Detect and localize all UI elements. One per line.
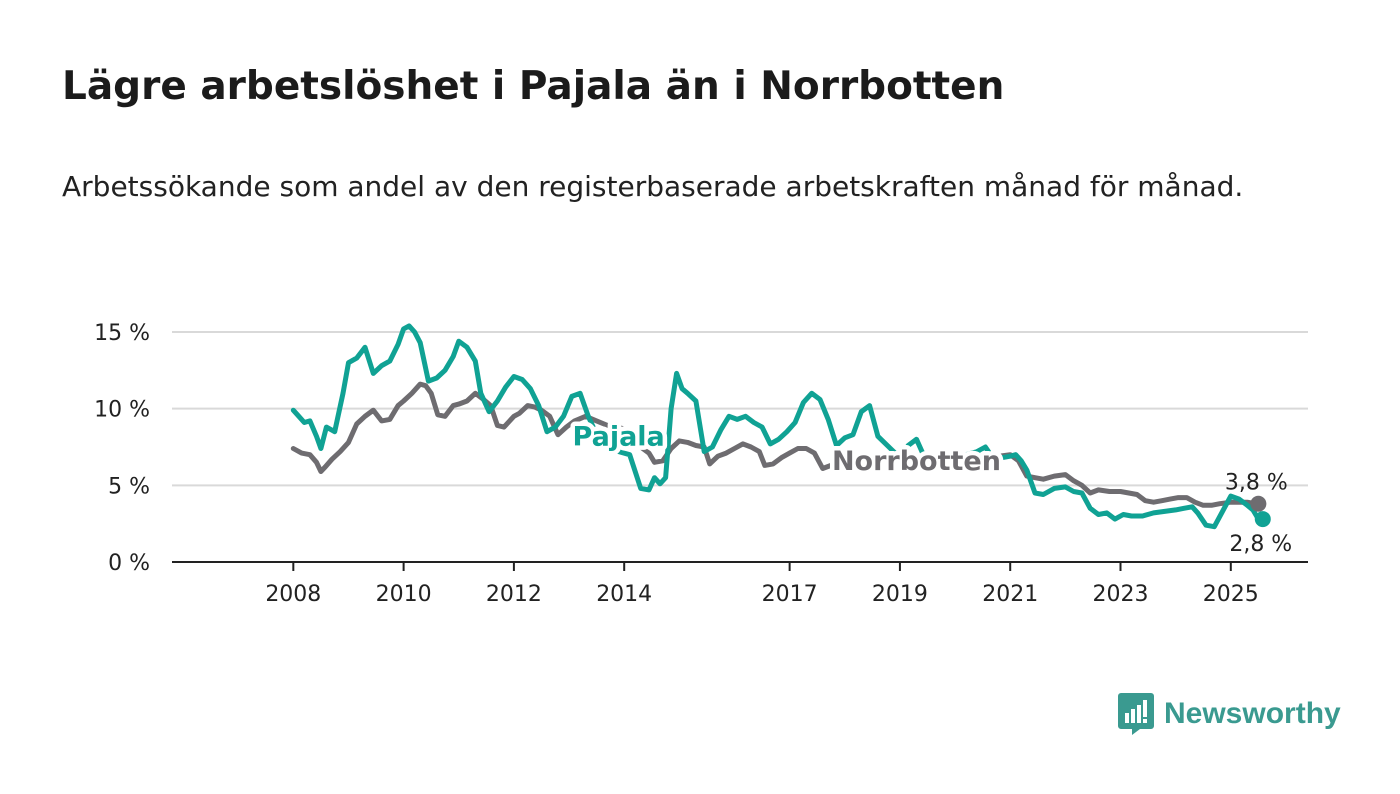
chart-title: Lägre arbetslöshet i Pajala än i Norrbot… xyxy=(62,64,1005,109)
end-value-label-norrbotten: 3,8 % xyxy=(1225,471,1288,496)
x-tick-label: 2021 xyxy=(982,582,1038,607)
x-tick-label: 2008 xyxy=(265,582,321,607)
series-line-pajala xyxy=(290,323,1266,530)
end-value-label-pajala: 2,8 % xyxy=(1229,532,1292,557)
x-tick-label: 2017 xyxy=(762,582,818,607)
bar-chart-speech-bubble-icon xyxy=(1118,693,1154,735)
x-tick-label: 2023 xyxy=(1093,582,1149,607)
series-label-norrbotten: Norrbotten xyxy=(832,446,1001,477)
brand-name: Newsworthy xyxy=(1164,697,1341,730)
newsworthy-logo: Newsworthy xyxy=(1118,692,1341,736)
y-tick-label: 5 % xyxy=(108,474,150,499)
x-tick-label: 2012 xyxy=(486,582,542,607)
y-tick-label: 0 % xyxy=(108,551,150,576)
series-line-norrbotten xyxy=(290,381,1261,508)
series-endpoint-pajala xyxy=(1254,511,1271,528)
x-tick-label: 2025 xyxy=(1203,582,1259,607)
x-tick-label: 2019 xyxy=(872,582,928,607)
y-tick-label: 10 % xyxy=(94,398,150,423)
series-label-pajala: Pajala xyxy=(573,421,665,452)
series-endpoint-norrbotten xyxy=(1250,495,1267,512)
chart-subtitle: Arbetssökande som andel av den registerb… xyxy=(62,170,1244,203)
y-tick-label: 15 % xyxy=(94,321,150,346)
x-tick-label: 2010 xyxy=(376,582,432,607)
x-tick-label: 2014 xyxy=(596,582,652,607)
